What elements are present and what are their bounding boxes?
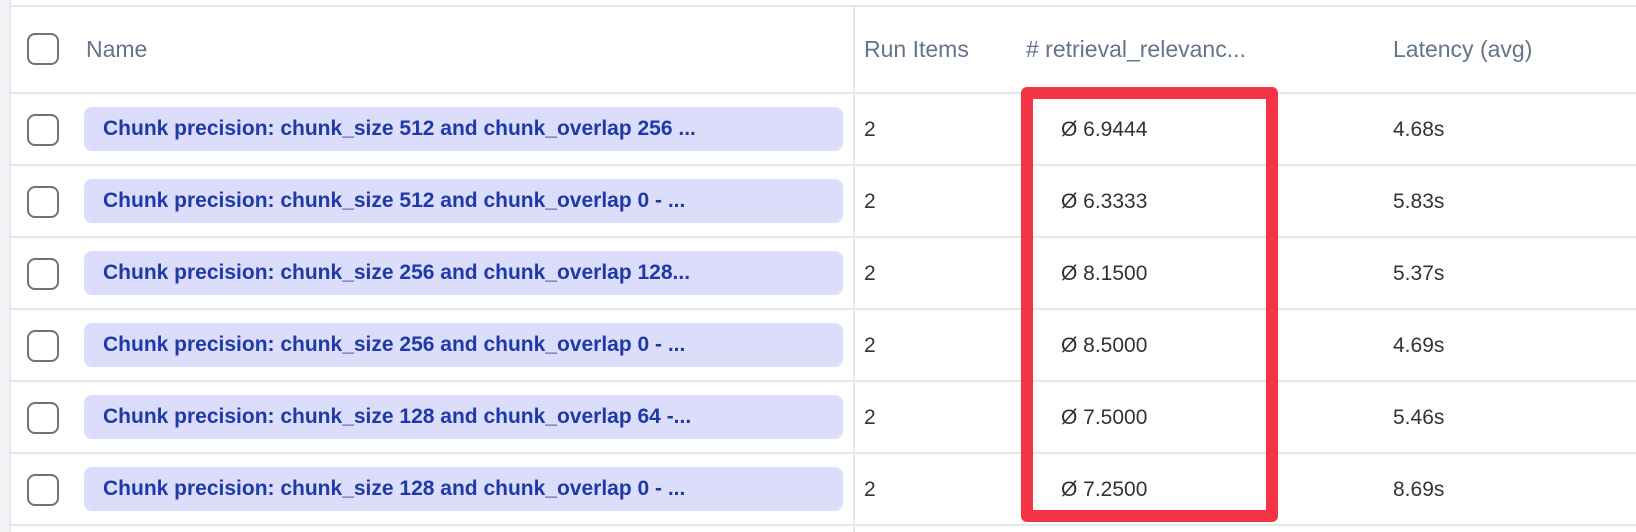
retrieval-relevance-cell: Ø 8.1500 (1061, 262, 1148, 285)
select-all-checkbox[interactable] (27, 33, 59, 65)
run-items-cell: 2 (864, 262, 876, 285)
retrieval-relevance-cell: Ø 6.3333 (1061, 190, 1148, 213)
row-checkbox[interactable] (27, 114, 59, 146)
run-name-link[interactable]: Chunk precision: chunk_size 256 and chun… (84, 251, 843, 295)
run-items-cell: 2 (864, 190, 876, 213)
divider (9, 92, 1636, 94)
highlight-box (1021, 87, 1278, 522)
run-items-cell: 2 (864, 118, 876, 141)
latency-cell: 5.46s (1393, 406, 1445, 429)
row-checkbox[interactable] (27, 330, 59, 362)
row-checkbox[interactable] (27, 402, 59, 434)
retrieval-relevance-cell: Ø 6.9444 (1061, 118, 1148, 141)
run-name-link[interactable]: Chunk precision: chunk_size 512 and chun… (84, 107, 843, 151)
divider (9, 5, 1636, 7)
row-divider (9, 308, 1636, 310)
left-border (0, 0, 11, 532)
retrieval-relevance-cell: Ø 7.5000 (1061, 406, 1148, 429)
retrieval-relevance-cell: Ø 8.5000 (1061, 334, 1148, 357)
run-name-link[interactable]: Chunk precision: chunk_size 128 and chun… (84, 395, 843, 439)
run-name-link[interactable]: Chunk precision: chunk_size 512 and chun… (84, 179, 843, 223)
row-checkbox[interactable] (27, 258, 59, 290)
column-divider (853, 6, 855, 532)
row-checkbox[interactable] (27, 474, 59, 506)
latency-cell: 8.69s (1393, 478, 1445, 501)
row-divider (9, 380, 1636, 382)
header-name[interactable]: Name (86, 36, 148, 62)
run-name-link[interactable]: Chunk precision: chunk_size 256 and chun… (84, 323, 843, 367)
header-latency[interactable]: Latency (avg) (1393, 36, 1533, 62)
latency-cell: 4.69s (1393, 334, 1445, 357)
run-items-cell: 2 (864, 406, 876, 429)
latency-cell: 5.83s (1393, 190, 1445, 213)
run-items-cell: 2 (864, 478, 876, 501)
row-divider (9, 164, 1636, 166)
header-retrieval-relevance[interactable]: # retrieval_relevanc... (1026, 36, 1246, 62)
retrieval-relevance-cell: Ø 7.2500 (1061, 478, 1148, 501)
row-divider (9, 236, 1636, 238)
header-run-items[interactable]: Run Items (864, 36, 969, 62)
run-items-cell: 2 (864, 334, 876, 357)
latency-cell: 4.68s (1393, 118, 1445, 141)
latency-cell: 5.37s (1393, 262, 1445, 285)
run-name-link[interactable]: Chunk precision: chunk_size 128 and chun… (84, 467, 843, 511)
row-divider (9, 524, 1636, 526)
row-checkbox[interactable] (27, 186, 59, 218)
row-divider (9, 452, 1636, 454)
